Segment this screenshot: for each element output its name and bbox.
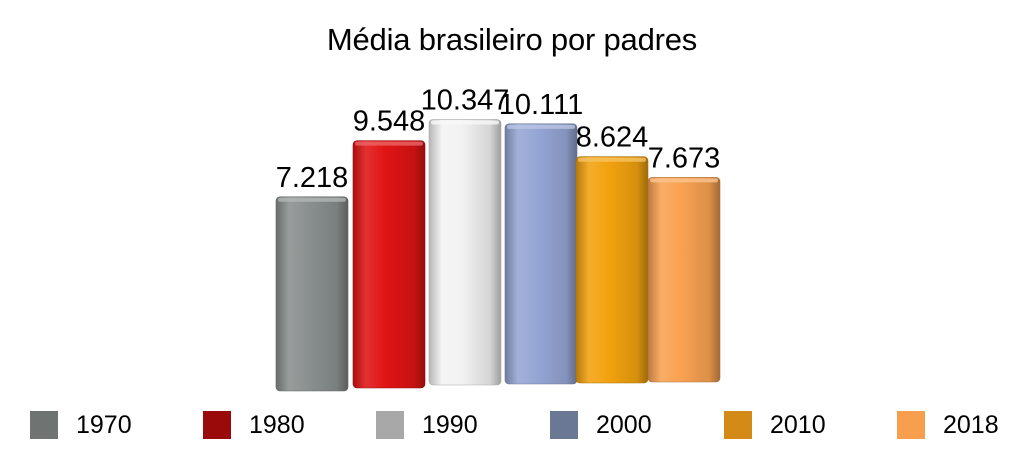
data-label-1980: 9.548 [353, 106, 426, 138]
legend-swatch-2000 [550, 411, 578, 439]
legend-item-1990: 1990 [376, 409, 478, 441]
legend-item-2000: 2000 [550, 409, 652, 441]
chart-title: Média brasileiro por padres [326, 22, 698, 57]
data-label-2000: 10.111 [499, 89, 583, 121]
legend-swatch-1990 [376, 411, 404, 439]
legend-label-2010: 2010 [770, 410, 826, 439]
bar-2010 [575, 156, 649, 384]
bars-group [275, 119, 721, 392]
legend-swatch-2018 [897, 411, 925, 439]
bar-2018 [647, 177, 721, 383]
legend-label-1980: 1980 [249, 410, 305, 439]
bar-2000 [504, 123, 578, 385]
bar-1970 [275, 196, 349, 392]
legend-item-1980: 1980 [203, 409, 305, 441]
legend-label-1990: 1990 [422, 410, 478, 439]
legend-item-2018: 2018 [897, 409, 999, 441]
bar-top-highlight-1990 [431, 120, 499, 125]
legend-swatch-2010 [724, 411, 752, 439]
bar-1990 [428, 119, 502, 386]
data-label-1990: 10.347 [421, 84, 510, 116]
legend-item-1970: 1970 [30, 409, 132, 441]
legend: 1970 1980 1990 2000 2010 2018 [0, 400, 1024, 450]
legend-label-1970: 1970 [76, 410, 132, 439]
bar-top-highlight-2000 [507, 124, 575, 129]
bar-top-highlight-1970 [278, 197, 346, 202]
bar-1980 [352, 140, 426, 389]
data-label-1970: 7.218 [276, 162, 349, 194]
legend-swatch-1970 [30, 411, 58, 439]
legend-label-2018: 2018 [943, 410, 999, 439]
bar-top-highlight-2018 [650, 178, 718, 183]
legend-swatch-1980 [203, 411, 231, 439]
legend-item-2010: 2010 [724, 409, 826, 441]
legend-label-2000: 2000 [596, 410, 652, 439]
bar-top-highlight-2010 [578, 157, 646, 162]
bar-top-highlight-1980 [355, 141, 423, 146]
data-label-2018: 7.673 [648, 142, 721, 174]
data-label-2010: 8.624 [576, 122, 649, 154]
